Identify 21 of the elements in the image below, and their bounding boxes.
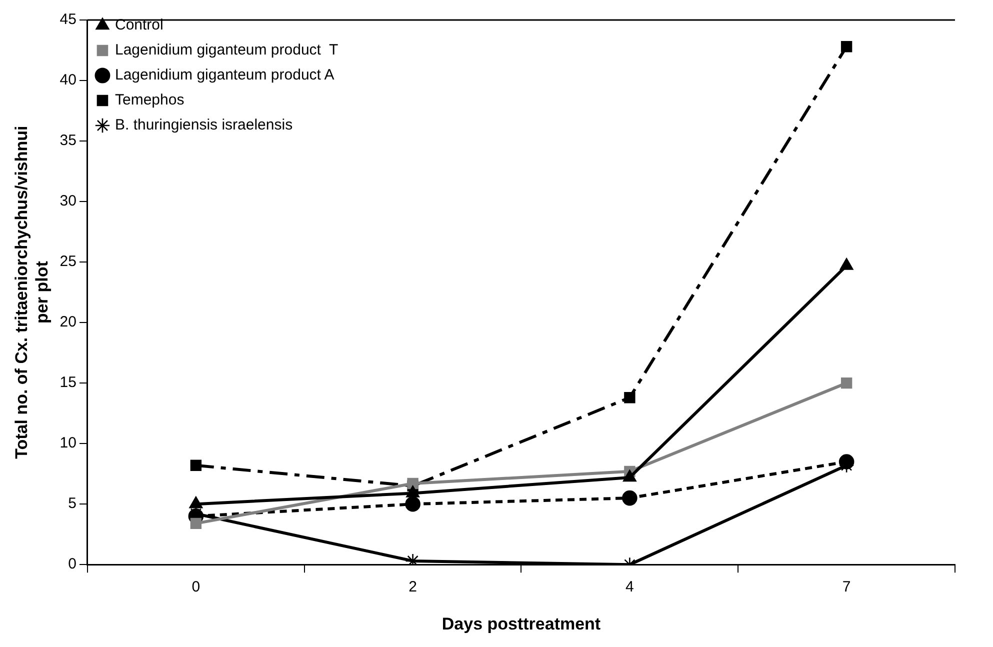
x-tick-label: 0 bbox=[192, 578, 200, 596]
x-tick-label: 7 bbox=[842, 578, 851, 596]
x-tick-label: 2 bbox=[408, 578, 417, 596]
y-tick-label: 25 bbox=[60, 253, 76, 270]
legend-label: B. thuringiensis israelensis bbox=[114, 116, 293, 134]
legend-label: Control bbox=[114, 16, 164, 34]
y-tick-label: 30 bbox=[60, 192, 76, 210]
y-tick-label: 35 bbox=[60, 132, 76, 150]
y-tick-label: 10 bbox=[60, 434, 76, 452]
y-axis-title: Total no. of Cx. tritaeniorchychus/vishnui per plot bbox=[12, 126, 52, 459]
x-tick-label: 4 bbox=[626, 578, 634, 596]
legend-label: Lagenidium giganteum product T bbox=[114, 42, 338, 59]
y-tick-label: 0 bbox=[68, 556, 76, 573]
y-tick-label: 45 bbox=[60, 11, 76, 28]
y-tick-label: 15 bbox=[60, 374, 76, 392]
x-axis-title: Days posttreatment bbox=[442, 614, 601, 634]
legend-label: Temephos bbox=[114, 92, 184, 109]
legend-label: Lagenidium giganteum product A bbox=[114, 66, 334, 84]
y-tick-label: 20 bbox=[60, 314, 76, 331]
y-tick-label: 40 bbox=[60, 72, 76, 89]
y-tick-label: 5 bbox=[68, 495, 76, 512]
